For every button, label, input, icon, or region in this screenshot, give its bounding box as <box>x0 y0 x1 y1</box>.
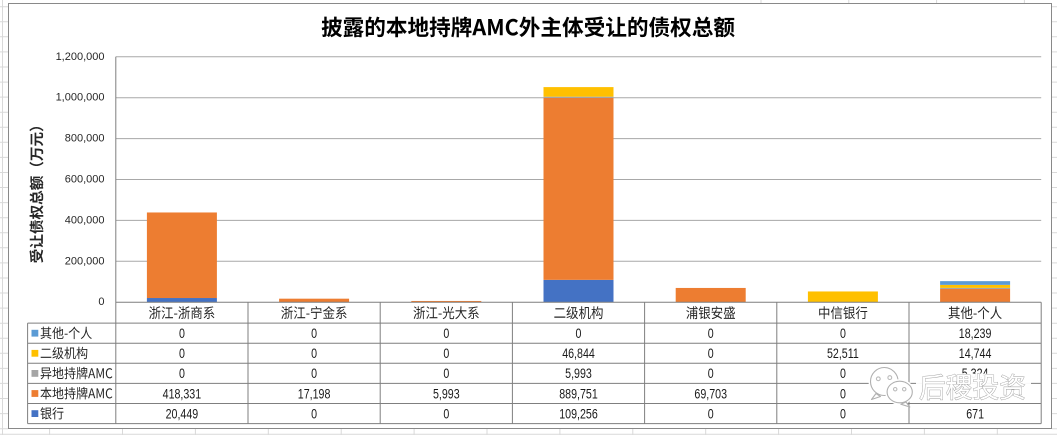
svg-text:200,000: 200,000 <box>65 255 105 267</box>
svg-text:800,000: 800,000 <box>65 133 105 145</box>
svg-text:0: 0 <box>443 326 449 342</box>
svg-text:0: 0 <box>576 326 582 342</box>
svg-text:46,844: 46,844 <box>562 346 595 362</box>
svg-text:0: 0 <box>311 366 317 382</box>
svg-text:109,256: 109,256 <box>559 406 598 422</box>
svg-text:0: 0 <box>98 296 104 308</box>
svg-text:0: 0 <box>179 346 185 362</box>
svg-text:600,000: 600,000 <box>65 174 105 186</box>
svg-text:0: 0 <box>443 346 449 362</box>
svg-text:0: 0 <box>708 346 714 362</box>
svg-text:1,200,000: 1,200,000 <box>56 51 105 63</box>
svg-text:889,751: 889,751 <box>559 386 598 402</box>
svg-text:0: 0 <box>840 366 846 382</box>
svg-text:0: 0 <box>708 366 714 382</box>
svg-text:5,993: 5,993 <box>565 366 592 382</box>
svg-text:0: 0 <box>311 406 317 422</box>
svg-text:0: 0 <box>443 406 449 422</box>
svg-text:400,000: 400,000 <box>65 214 105 226</box>
svg-text:1,000,000: 1,000,000 <box>56 92 105 104</box>
svg-text:0: 0 <box>311 326 317 342</box>
svg-text:0: 0 <box>179 366 185 382</box>
svg-text:17,198: 17,198 <box>298 386 331 402</box>
svg-text:14,744: 14,744 <box>959 346 992 362</box>
svg-text:20,449: 20,449 <box>166 406 199 422</box>
svg-text:5,993: 5,993 <box>433 386 460 402</box>
svg-text:671: 671 <box>966 406 984 422</box>
svg-text:0: 0 <box>708 406 714 422</box>
svg-text:18,239: 18,239 <box>959 326 992 342</box>
svg-text:0: 0 <box>443 366 449 382</box>
svg-text:0: 0 <box>311 346 317 362</box>
svg-text:0: 0 <box>179 326 185 342</box>
svg-text:0: 0 <box>840 326 846 342</box>
svg-text:0: 0 <box>708 326 714 342</box>
svg-text:0: 0 <box>840 406 846 422</box>
svg-text:0: 0 <box>840 386 846 402</box>
svg-text:69,703: 69,703 <box>694 386 727 402</box>
svg-text:418,331: 418,331 <box>163 386 202 402</box>
svg-text:52,511: 52,511 <box>827 346 859 362</box>
